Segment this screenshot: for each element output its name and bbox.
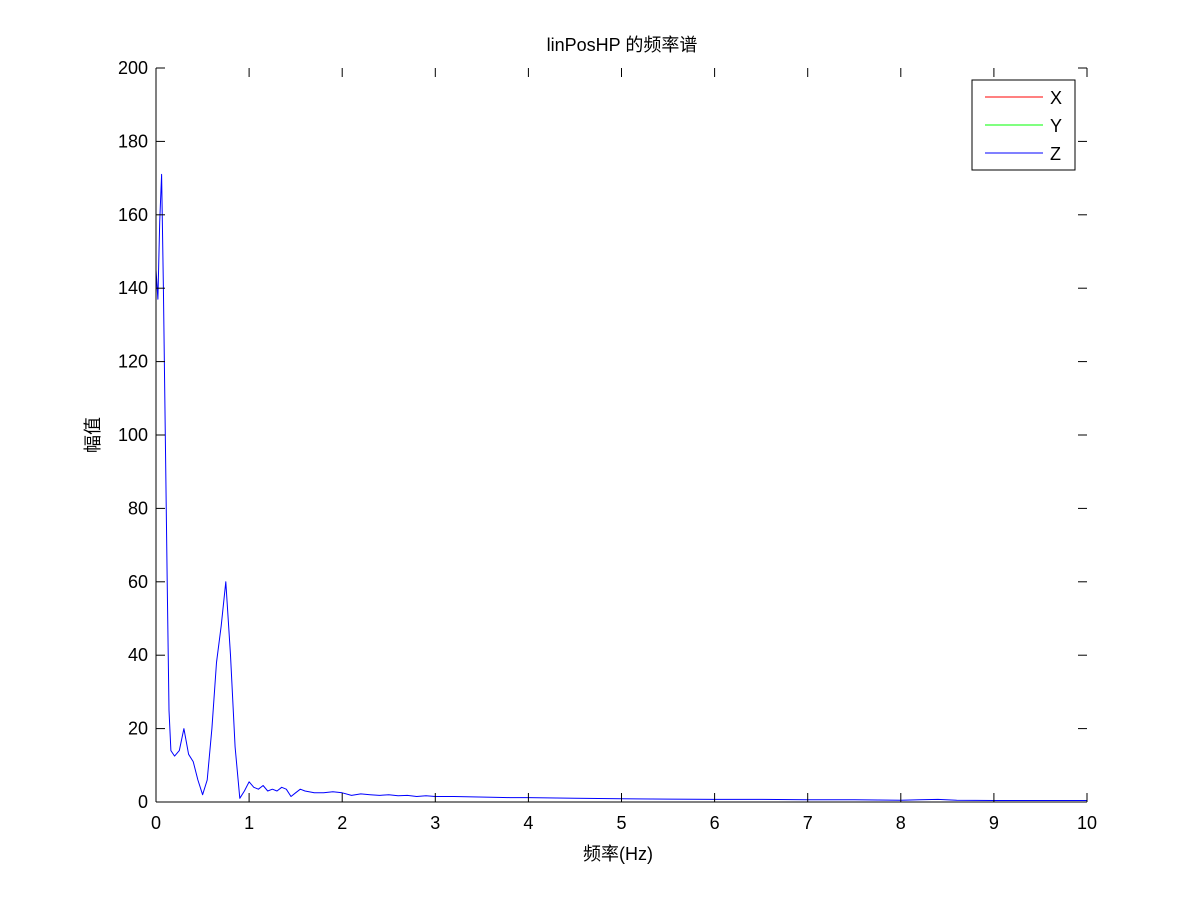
x-tick-label: 3: [430, 813, 440, 833]
x-tick-label: 0: [151, 813, 161, 833]
x-tick-label: 9: [989, 813, 999, 833]
y-tick-label: 180: [118, 131, 148, 151]
y-tick-label: 100: [118, 425, 148, 445]
y-tick-label: 120: [118, 352, 148, 372]
legend-label-y: Y: [1050, 116, 1062, 136]
y-tick-label: 60: [128, 572, 148, 592]
y-axis-label: 幅值: [83, 417, 103, 453]
legend-label-x: X: [1050, 88, 1062, 108]
plot-area: [156, 68, 1087, 802]
x-tick-label: 2: [337, 813, 347, 833]
y-tick-label: 140: [118, 278, 148, 298]
y-tick-label: 160: [118, 205, 148, 225]
x-tick-label: 10: [1077, 813, 1097, 833]
x-tick-label: 7: [803, 813, 813, 833]
legend-label-z: Z: [1050, 144, 1061, 164]
x-tick-label: 6: [710, 813, 720, 833]
chart-title: linPosHP 的频率谱: [547, 35, 698, 55]
x-axis-label: 频率(Hz): [583, 844, 653, 864]
y-tick-label: 40: [128, 645, 148, 665]
y-axis-ticks: 0 20 40 60 80 100 120 140 160 180 200: [118, 58, 1087, 812]
x-tick-label: 5: [616, 813, 626, 833]
x-tick-label: 8: [896, 813, 906, 833]
series-line-z: [155, 173, 1087, 801]
legend[interactable]: XYZ: [971, 79, 1076, 171]
y-tick-label: 0: [138, 792, 148, 812]
x-tick-label: 1: [244, 813, 254, 833]
y-tick-label: 80: [128, 498, 148, 518]
y-tick-label: 200: [118, 58, 148, 78]
x-tick-label: 4: [523, 813, 533, 833]
y-tick-label: 20: [128, 719, 148, 739]
x-axis-ticks: 0 1 2 3 4 5 6 7 8 9 10: [151, 68, 1097, 833]
